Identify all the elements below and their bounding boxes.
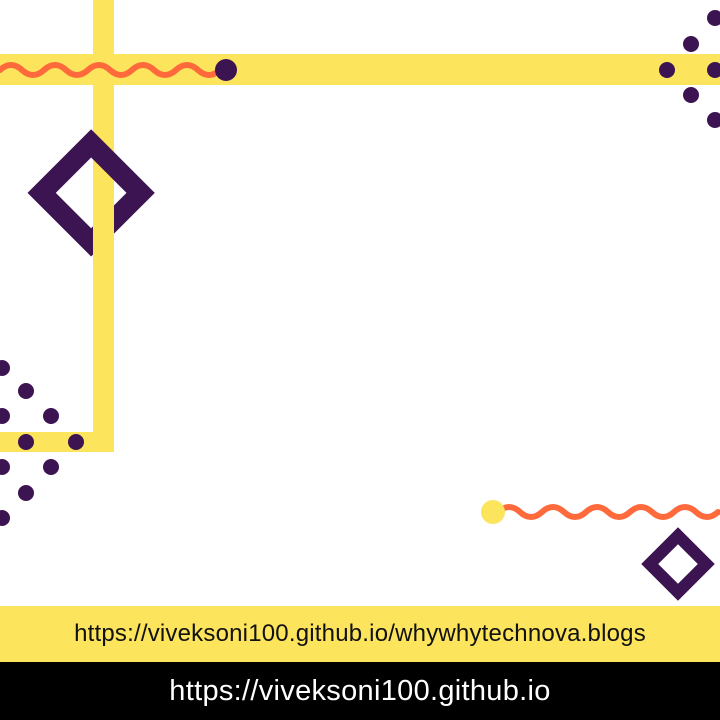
top-orange-wave bbox=[0, 62, 223, 78]
site-url-text: https://viveksoni100.github.io bbox=[169, 674, 551, 707]
left-yellow-horizontal bbox=[0, 432, 114, 452]
bottom-orange-wave bbox=[495, 504, 720, 520]
footer-yellow-band bbox=[0, 606, 720, 662]
bottom-right-diamond-outline bbox=[641, 527, 715, 601]
top-yellow-band bbox=[0, 54, 720, 85]
blog-url-text: https://viveksoni100.github.io/whywhytec… bbox=[74, 620, 646, 647]
top-wave-end-dot bbox=[215, 59, 237, 81]
left-yellow-vertical-bottom bbox=[93, 192, 114, 452]
left-dot-cluster bbox=[0, 360, 84, 526]
left-diamond-outline bbox=[27, 129, 155, 257]
top-right-dot-cluster bbox=[659, 10, 720, 128]
footer-black-bar bbox=[0, 662, 720, 720]
bottom-wave-start-dot bbox=[481, 500, 505, 524]
site-url-bar: https://viveksoni100.github.io bbox=[0, 662, 720, 720]
blog-url-band: https://viveksoni100.github.io/whywhytec… bbox=[0, 606, 720, 662]
